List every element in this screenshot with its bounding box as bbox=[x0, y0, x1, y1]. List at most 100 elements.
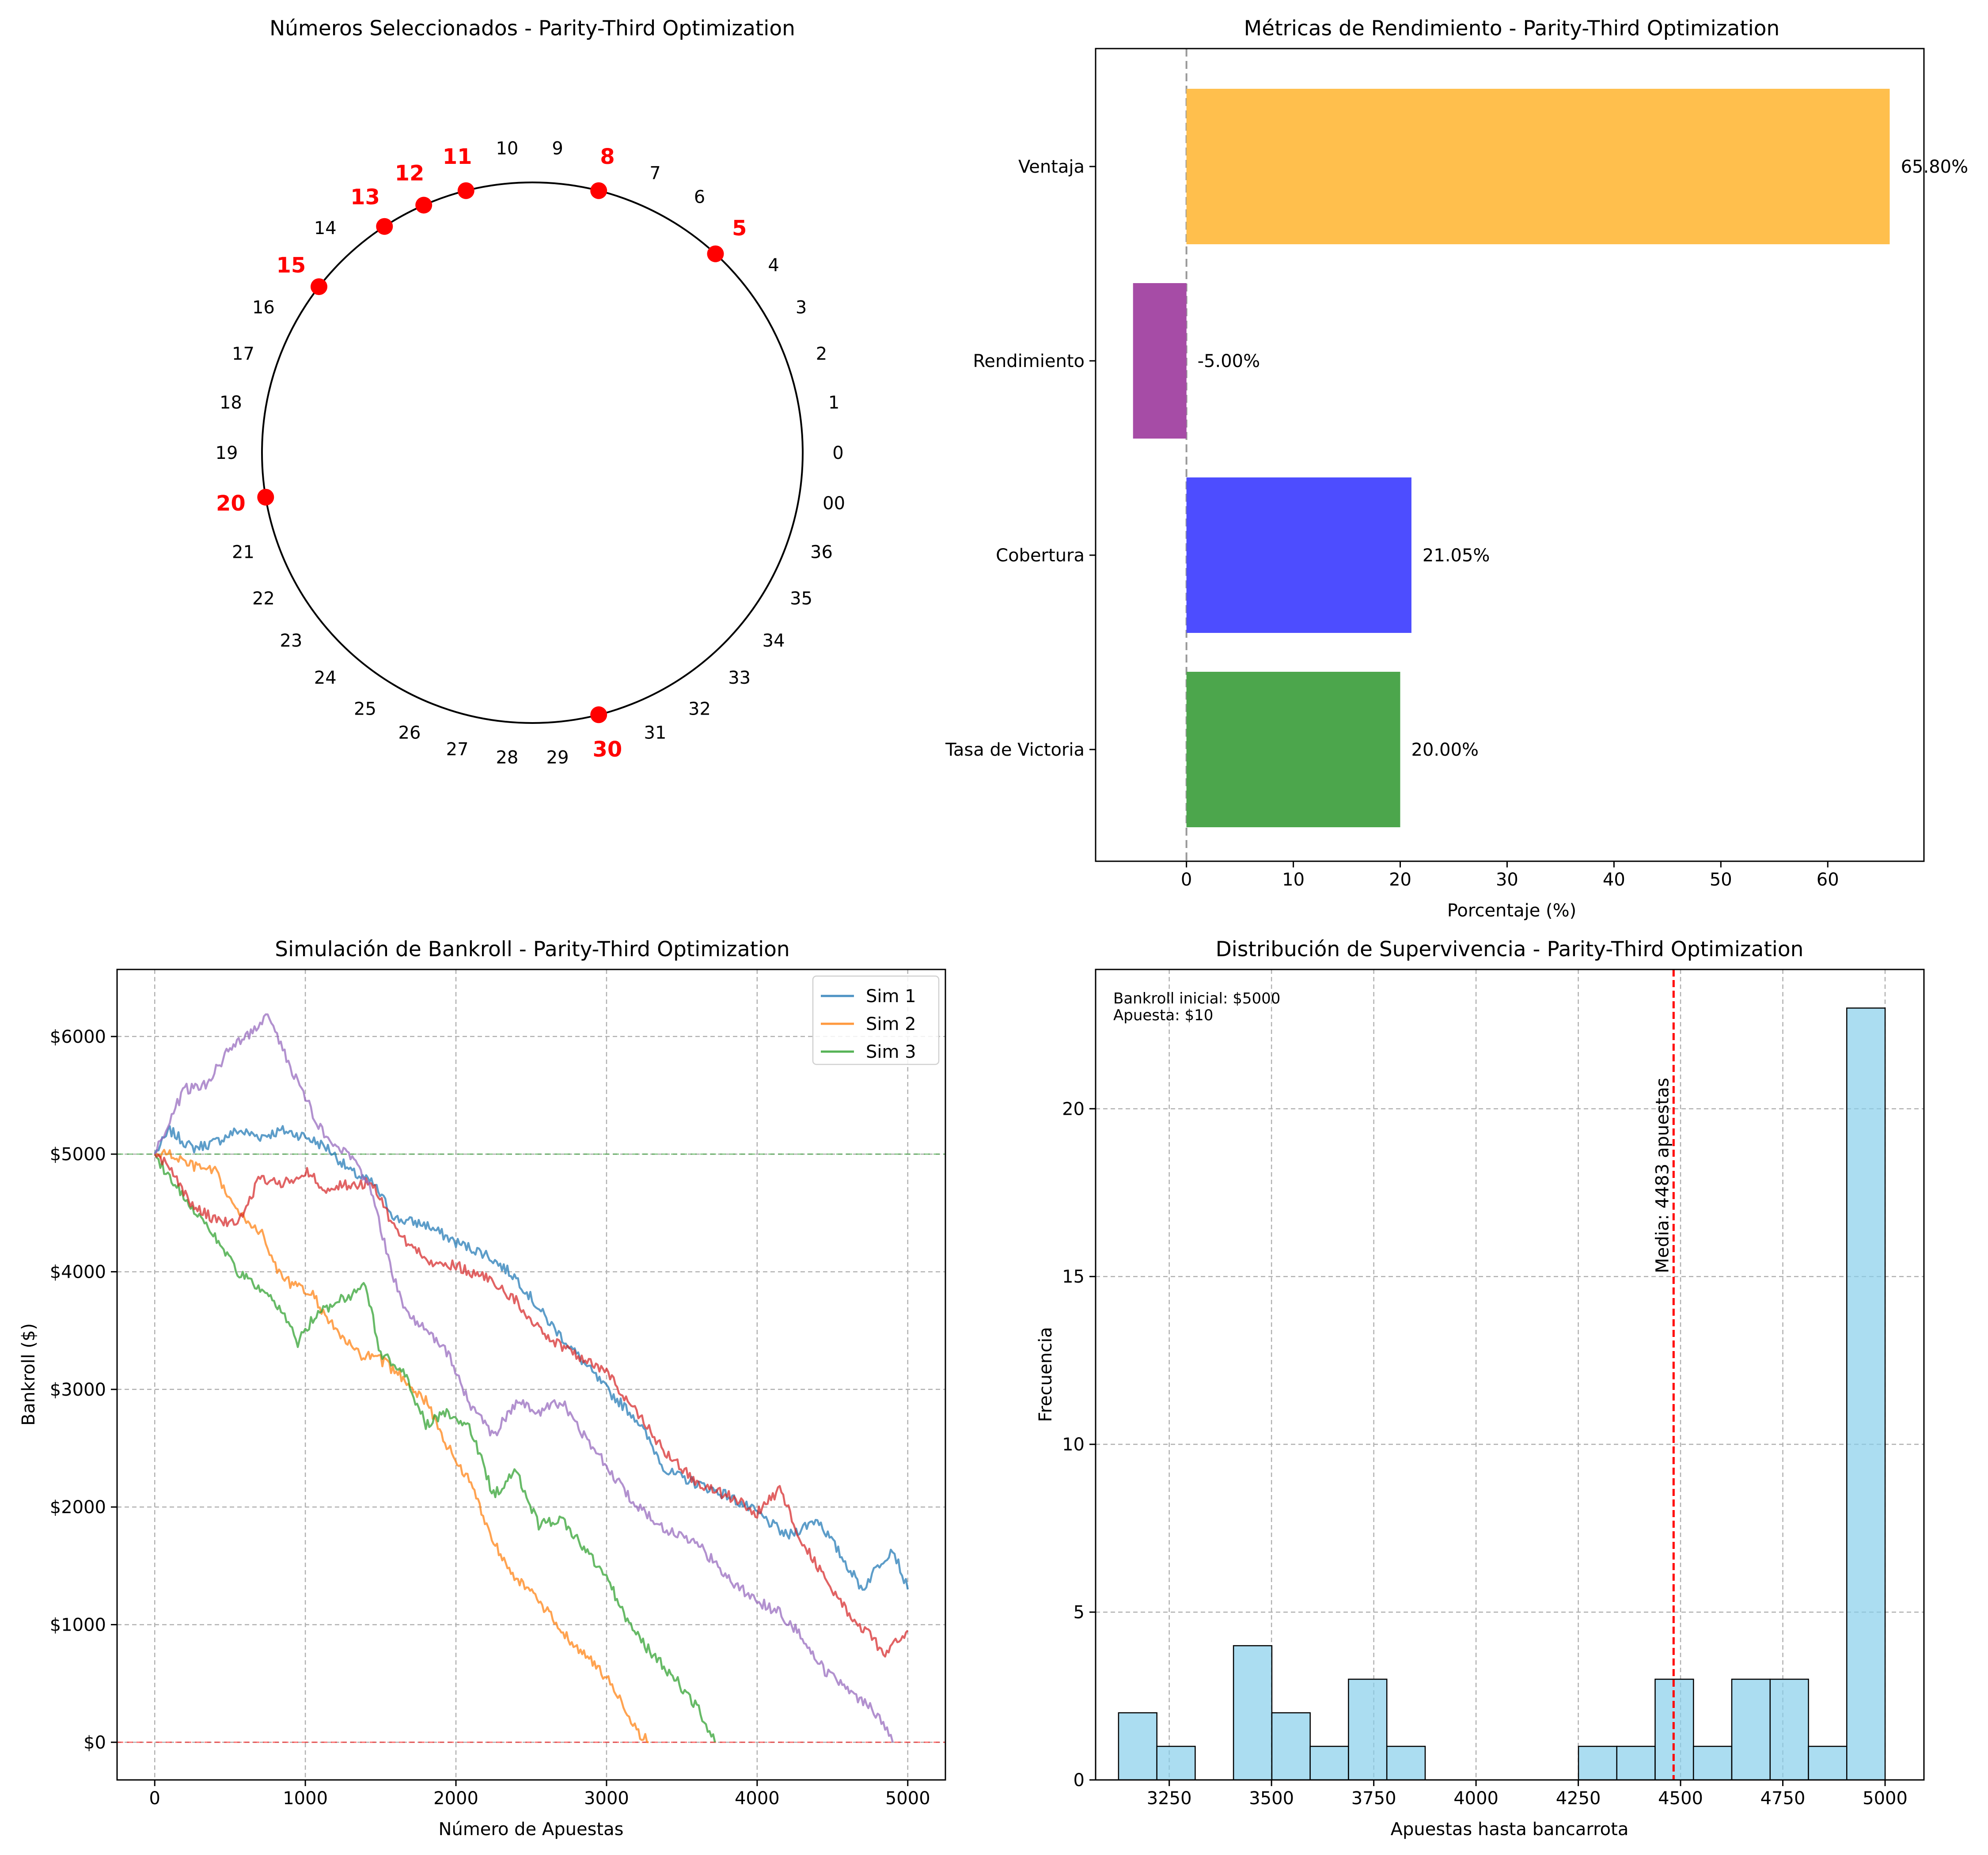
roulette-number-label: 1 bbox=[828, 393, 839, 413]
roulette-number-label: 35 bbox=[790, 588, 812, 609]
y-tick-label: 5 bbox=[1074, 1602, 1085, 1623]
x-tick-label: 4000 bbox=[735, 1788, 780, 1809]
x-tick-label: 3250 bbox=[1147, 1788, 1192, 1809]
roulette-number-label: 14 bbox=[314, 218, 337, 238]
x-tick-label: 3750 bbox=[1351, 1788, 1396, 1809]
roulette-number-label: 12 bbox=[395, 161, 425, 186]
roulette-number-label: 11 bbox=[443, 144, 472, 169]
histogram-bar bbox=[1578, 1745, 1618, 1780]
y-tick-label: Tasa de Victoria bbox=[945, 740, 1085, 760]
y-tick-label: $4000 bbox=[50, 1262, 106, 1282]
bankroll-series-line bbox=[154, 1013, 894, 1743]
x-tick-label: 20 bbox=[1389, 870, 1411, 890]
x-tick-label: 5000 bbox=[885, 1788, 930, 1809]
mean-line-label: Media: 4483 apuestas bbox=[1652, 1078, 1673, 1273]
roulette-number-label: 24 bbox=[314, 668, 337, 688]
roulette-number-label: 25 bbox=[354, 699, 376, 719]
x-tick-label: 40 bbox=[1603, 870, 1625, 890]
y-tick-label: $3000 bbox=[50, 1380, 106, 1400]
x-tick-label: 5000 bbox=[1863, 1788, 1908, 1809]
selected-number-dot bbox=[415, 197, 433, 214]
y-tick-label: $1000 bbox=[50, 1615, 106, 1635]
metrics-chart-title: Métricas de Rendimiento - Parity-Third O… bbox=[1244, 16, 1780, 41]
x-tick-label: 3000 bbox=[584, 1788, 629, 1809]
bankroll-series-line bbox=[154, 1149, 649, 1744]
roulette-number-label: 2 bbox=[816, 344, 827, 364]
metrics-axes-frame bbox=[1095, 48, 1925, 862]
roulette-number-label: 19 bbox=[216, 443, 238, 463]
histogram-bar bbox=[1118, 1712, 1157, 1780]
bankroll-series-line bbox=[154, 1125, 909, 1591]
roulette-number-label: 10 bbox=[496, 138, 518, 159]
x-tick-label: 1000 bbox=[283, 1788, 328, 1809]
selected-number-dot bbox=[457, 182, 474, 199]
bar-value-label: 65.80% bbox=[1901, 157, 1969, 177]
roulette-number-label: 26 bbox=[398, 723, 421, 743]
bankroll-axes-frame bbox=[116, 969, 946, 1781]
bankroll-legend: Sim 1 Sim 2 Sim 3 bbox=[812, 975, 940, 1065]
survival-annotation-bet: Apuesta: $10 bbox=[1113, 1007, 1213, 1024]
roulette-number-label: 8 bbox=[600, 144, 615, 169]
x-tick-label: 50 bbox=[1710, 870, 1732, 890]
roulette-number-label: 31 bbox=[644, 723, 667, 743]
roulette-number-label: 34 bbox=[763, 631, 785, 651]
x-tick-label: 30 bbox=[1496, 870, 1518, 890]
roulette-number-label: 22 bbox=[252, 588, 275, 609]
bar-value-label: 20.00% bbox=[1411, 740, 1479, 760]
roulette-number-label: 7 bbox=[649, 163, 660, 183]
histogram-bar bbox=[1654, 1678, 1694, 1780]
bankroll-series-line bbox=[154, 1153, 909, 1658]
y-tick-label: Ventaja bbox=[1018, 157, 1085, 177]
bankroll-panel: Simulación de Bankroll - Parity-Third Op… bbox=[19, 937, 946, 1840]
roulette-number-label: 20 bbox=[216, 491, 246, 516]
selected-number-dot bbox=[311, 278, 327, 295]
histogram-bar bbox=[1309, 1745, 1349, 1780]
x-tick-label: 0 bbox=[1181, 870, 1192, 890]
survival-panel: Distribución de Supervivencia - Parity-T… bbox=[1036, 937, 1925, 1840]
survival-y-axis-label: Frecuencia bbox=[1036, 1327, 1056, 1422]
roulette-number-label: 0 bbox=[832, 443, 843, 463]
histogram-bar bbox=[1386, 1745, 1426, 1780]
bankroll-series-line bbox=[154, 1154, 716, 1743]
survival-axes-frame bbox=[1095, 969, 1925, 1781]
y-tick-label: $5000 bbox=[50, 1144, 106, 1165]
legend-label: Sim 1 bbox=[866, 986, 916, 1007]
x-tick-label: 2000 bbox=[433, 1788, 478, 1809]
y-tick-label: 0 bbox=[1074, 1770, 1085, 1791]
histogram-bar bbox=[1156, 1745, 1196, 1780]
roulette-number-label: 23 bbox=[280, 631, 302, 651]
roulette-number-label: 21 bbox=[232, 542, 254, 563]
roulette-number-label: 27 bbox=[446, 739, 469, 760]
histogram-bar bbox=[1808, 1745, 1848, 1780]
roulette-number-label: 13 bbox=[350, 185, 380, 210]
roulette-number-label: 9 bbox=[552, 138, 563, 159]
y-tick-label: $6000 bbox=[50, 1027, 106, 1047]
histogram-bar bbox=[1233, 1645, 1273, 1780]
x-tick-label: 10 bbox=[1282, 870, 1305, 890]
survival-chart-title: Distribución de Supervivencia - Parity-T… bbox=[1216, 937, 1804, 962]
histogram-bar bbox=[1731, 1678, 1771, 1780]
x-tick-label: 4500 bbox=[1658, 1788, 1703, 1809]
histogram-bar bbox=[1692, 1745, 1733, 1780]
metrics-panel: Métricas de Rendimiento - Parity-Third O… bbox=[945, 16, 1968, 921]
bar-ventaja bbox=[1186, 89, 1890, 244]
y-tick-label: $0 bbox=[83, 1733, 106, 1753]
bankroll-chart-title: Simulación de Bankroll - Parity-Third Op… bbox=[275, 937, 789, 962]
survival-annotation-bankroll: Bankroll inicial: $5000 bbox=[1113, 990, 1280, 1007]
roulette-number-label: 33 bbox=[728, 668, 751, 688]
roulette-number-label: 00 bbox=[823, 493, 845, 514]
y-tick-label: Cobertura bbox=[996, 545, 1085, 566]
roulette-number-label: 17 bbox=[232, 344, 254, 364]
histogram-bar bbox=[1616, 1745, 1656, 1780]
bar-rendimiento bbox=[1133, 283, 1187, 439]
roulette-selection-panel: Números Seleccionados - Parity-Third Opt… bbox=[216, 16, 846, 768]
histogram-bar bbox=[1348, 1678, 1388, 1780]
x-tick-label: 3500 bbox=[1249, 1788, 1294, 1809]
selected-number-dot bbox=[590, 182, 607, 199]
metrics-x-axis-label: Porcentaje (%) bbox=[1447, 901, 1577, 921]
histogram-bar bbox=[1846, 1007, 1886, 1780]
roulette-number-label: 36 bbox=[810, 542, 833, 563]
roulette-number-label: 6 bbox=[694, 187, 705, 208]
bar-value-label: -5.00% bbox=[1198, 351, 1260, 371]
